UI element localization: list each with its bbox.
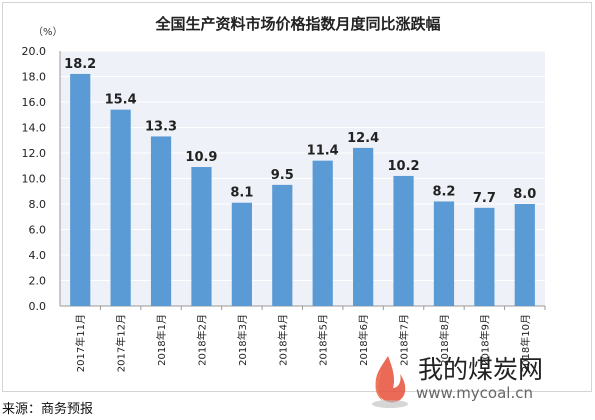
data-label: 13.3 bbox=[145, 119, 177, 134]
bar bbox=[353, 147, 374, 306]
y-tick-label: 6.0 bbox=[29, 224, 47, 237]
y-tick-label: 18.0 bbox=[22, 71, 47, 84]
y-tick-label: 20.0 bbox=[22, 45, 47, 58]
data-label: 8.2 bbox=[432, 184, 455, 199]
data-label: 15.4 bbox=[105, 93, 137, 108]
bar bbox=[474, 207, 495, 306]
data-label: 9.5 bbox=[271, 168, 294, 183]
watermark-name: 我的煤炭网 bbox=[418, 355, 544, 384]
bar bbox=[312, 160, 333, 306]
x-tick-label: 2018年6月 bbox=[357, 314, 370, 366]
data-label: 10.2 bbox=[388, 159, 420, 174]
bar bbox=[70, 73, 91, 306]
data-label: 12.4 bbox=[347, 131, 379, 146]
y-tick-label: 8.0 bbox=[29, 198, 47, 211]
x-tick-label: 2018年4月 bbox=[276, 314, 289, 366]
x-tick-label: 2018年9月 bbox=[478, 314, 491, 366]
bar bbox=[150, 136, 172, 306]
y-tick-label: 0.0 bbox=[29, 300, 47, 313]
x-tick-label: 2018年8月 bbox=[438, 314, 451, 366]
data-label: 18.2 bbox=[64, 57, 96, 72]
x-tick-label: 2018年10月 bbox=[519, 314, 532, 372]
data-label: 11.4 bbox=[307, 144, 339, 159]
bar bbox=[393, 175, 414, 306]
bar bbox=[272, 184, 293, 306]
chart-title: 全国生产资料市场价格指数月度同比涨跌幅 bbox=[155, 15, 441, 33]
y-unit-label: （%） bbox=[33, 27, 63, 38]
x-tick-label: 2017年12月 bbox=[115, 314, 128, 372]
y-tick-label: 10.0 bbox=[22, 173, 47, 186]
y-tick-label: 14.0 bbox=[22, 122, 47, 135]
data-label: 10.9 bbox=[185, 150, 217, 165]
y-tick-label: 2.0 bbox=[29, 275, 47, 288]
x-tick-label: 2018年5月 bbox=[317, 314, 330, 366]
bar bbox=[433, 201, 455, 306]
flame-logo-icon bbox=[372, 356, 408, 408]
x-tick-label: 2018年2月 bbox=[195, 314, 208, 366]
bar bbox=[514, 204, 535, 306]
x-tick-label: 2018年3月 bbox=[236, 314, 249, 366]
watermark-url: www.mycoal.cn bbox=[416, 384, 533, 402]
bar bbox=[110, 109, 131, 307]
data-label: 8.0 bbox=[513, 187, 536, 202]
x-tick-label: 2018年7月 bbox=[398, 314, 411, 366]
data-label: 7.7 bbox=[473, 191, 496, 206]
x-tick-label: 2017年11月 bbox=[74, 314, 87, 372]
y-tick-label: 16.0 bbox=[22, 96, 47, 109]
x-tick-label: 2018年1月 bbox=[155, 314, 168, 366]
bar bbox=[231, 202, 252, 306]
source-note: 来源：商务预报 bbox=[2, 402, 94, 417]
y-tick-label: 4.0 bbox=[29, 249, 47, 262]
bar bbox=[191, 167, 212, 306]
watermark: 我的煤炭网 www.mycoal.cn bbox=[360, 350, 590, 412]
y-tick-label: 12.0 bbox=[22, 147, 47, 160]
data-label: 8.1 bbox=[230, 186, 253, 201]
